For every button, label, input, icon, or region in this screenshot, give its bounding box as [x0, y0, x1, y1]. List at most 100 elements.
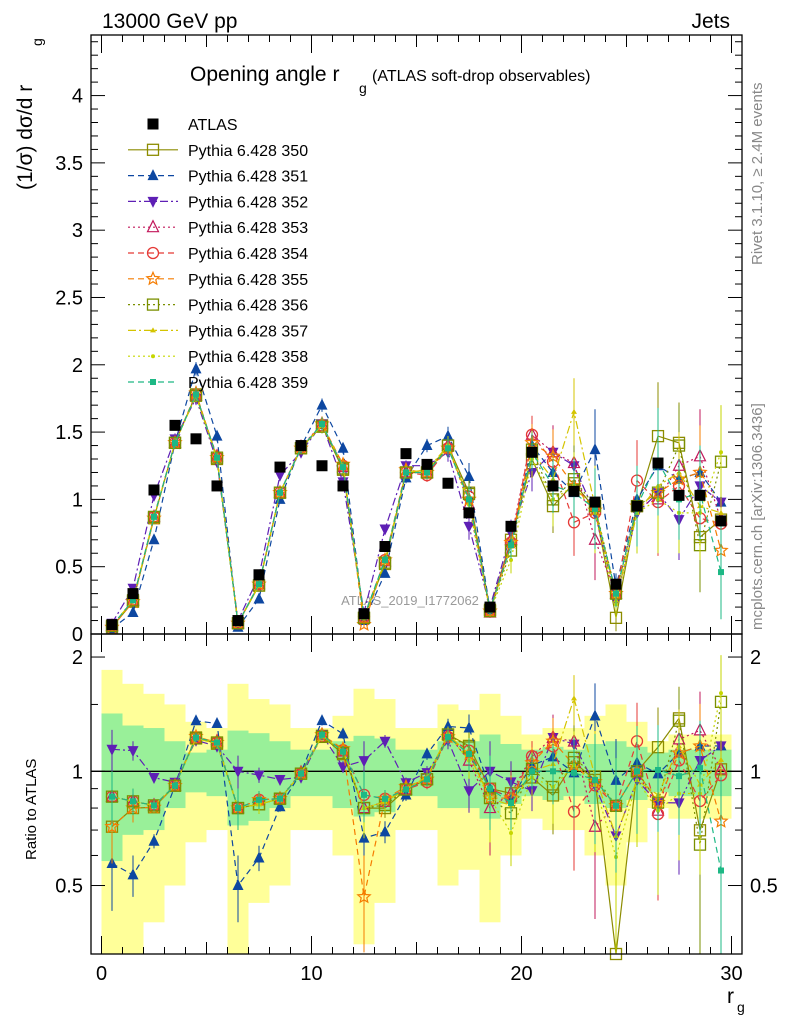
series-10-point — [508, 542, 514, 549]
ratio-tick-label-right: 2 — [750, 647, 761, 669]
atlas-data-point — [337, 480, 349, 492]
series-9-ratio-point — [719, 691, 723, 696]
series-10-ratio-point — [109, 793, 115, 800]
legend-label: Pythia 6.428 355 — [188, 272, 308, 289]
ratio-band-inner — [437, 741, 459, 809]
series-10-ratio-point — [592, 776, 598, 783]
mcplots-label: mcplots.cern.ch [arXiv:1306.3436] — [749, 403, 766, 630]
atlas-data-point — [316, 460, 328, 472]
series-10-ratio-point — [193, 734, 199, 741]
x-tick-label: 30 — [720, 963, 742, 985]
legend-marker — [147, 169, 159, 181]
series-3-ratio-point — [379, 736, 391, 748]
legend-marker — [146, 219, 160, 233]
atlas-data-point — [547, 480, 559, 492]
series-8-point — [571, 408, 577, 414]
series-2-line — [111, 366, 722, 630]
legend-label: Pythia 6.428 353 — [188, 220, 308, 237]
header-right: Jets — [691, 10, 730, 33]
ratio-panel: 0.5 0.5 1 1 2 2 — [55, 633, 778, 961]
series-2-ratio-point — [148, 834, 160, 846]
atlas-data-point — [211, 480, 223, 492]
series-5-line — [111, 392, 722, 627]
legend-item: Pythia 6.428 358 — [128, 349, 308, 366]
series-6-point — [356, 616, 372, 632]
series-2-ratio-point — [379, 825, 391, 837]
main-series-layer — [104, 362, 729, 634]
series-10-point — [172, 439, 178, 446]
atlas-data-point — [568, 485, 580, 497]
series-10-ratio-point — [718, 867, 724, 874]
series-10-point — [613, 590, 619, 597]
series-2-ratio-point — [190, 714, 202, 726]
series-10-ratio-point — [571, 769, 577, 776]
series-10-point — [382, 556, 388, 563]
main-axis-ticks: 0 0.5 1 1.5 2 2.5 3 3.5 4 — [55, 41, 742, 646]
legend-item: Pythia 6.428 359 — [128, 375, 308, 392]
series-9-line — [111, 394, 722, 627]
series-10-point — [403, 469, 409, 476]
series-7-point — [168, 436, 182, 450]
legend-label: Pythia 6.428 356 — [188, 298, 308, 315]
x-tick-label: 0 — [96, 963, 107, 985]
series-6-ratio-point — [356, 888, 372, 904]
series-3-ratio-point — [127, 746, 139, 758]
series-10-ratio-point — [676, 773, 682, 780]
series-10-point — [214, 454, 220, 461]
legend-marker — [145, 270, 161, 286]
series-9-ratio-point — [509, 831, 513, 836]
y-tick-label: 0 — [72, 624, 83, 646]
legend-item: Pythia 6.428 356 — [128, 298, 308, 315]
series-2-ratio-point — [442, 719, 454, 731]
ratio-tick-label-right: 1 — [750, 761, 761, 783]
series-10-point — [256, 581, 262, 588]
series-2-ratio-point — [253, 851, 265, 863]
series-8-ratio-point — [718, 756, 724, 762]
series-10-ratio-point — [382, 795, 388, 802]
y-axis-label: (1/σ) dσ/d r — [14, 85, 37, 190]
series-9-point — [509, 557, 513, 562]
legend-marker — [146, 143, 160, 156]
atlas-data-point — [505, 520, 517, 532]
legend-marker — [147, 196, 159, 208]
atlas-data-point — [358, 608, 370, 620]
atlas-data-point — [106, 619, 118, 631]
series-7-ratio-point — [294, 767, 308, 780]
series-10-ratio-point — [634, 768, 640, 775]
atlas-data-point — [442, 477, 454, 489]
series-3-ratio-point — [253, 770, 265, 782]
atlas-data-point — [631, 500, 643, 512]
ratio-band-inner — [206, 749, 228, 797]
atlas-data-point — [421, 458, 433, 470]
series-10-point — [319, 421, 325, 428]
atlas-data-point — [148, 484, 160, 496]
legend-label: Pythia 6.428 351 — [188, 169, 308, 186]
series-10-ratio-point — [466, 750, 472, 757]
series-2-point — [463, 470, 475, 482]
x-axis-ticks: 0 10 20 30 — [96, 35, 743, 985]
series-10-point — [445, 445, 451, 452]
series-2-point — [253, 592, 265, 604]
series-2-point — [379, 566, 391, 578]
legend-marker — [146, 298, 160, 311]
atlas-data-point — [379, 541, 391, 553]
series-10-ratio-point — [424, 776, 430, 783]
y-tick-label: 2.5 — [55, 287, 83, 309]
series-10-ratio-point — [340, 748, 346, 755]
series-6-point — [125, 593, 141, 609]
series-7-ratio-point — [168, 779, 182, 792]
series-9-point — [719, 450, 723, 455]
series-2-ratio-point — [274, 800, 286, 812]
legend-item: Pythia 6.428 354 — [128, 246, 308, 263]
series-3-ratio-line — [111, 733, 722, 838]
series-10-ratio-point — [361, 791, 367, 798]
x-axis-label-sub: g — [737, 999, 745, 1015]
chart-title-note: (ATLAS soft-drop observables) — [372, 68, 590, 85]
series-7-point — [147, 510, 161, 524]
series-10-ratio-point — [235, 805, 241, 812]
atlas-data-point — [400, 448, 412, 460]
series-10-ratio-point — [487, 785, 493, 792]
y-tick-label: 1.5 — [55, 422, 83, 444]
series-10-ratio-point — [529, 768, 535, 775]
series-3-line — [111, 396, 722, 624]
